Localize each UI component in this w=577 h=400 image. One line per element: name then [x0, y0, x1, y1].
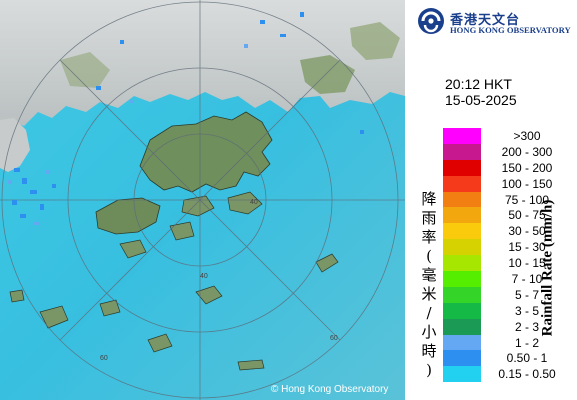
- legend-label: 150 - 200: [501, 160, 553, 175]
- hko-logo-icon: [418, 8, 444, 34]
- logo-chinese-text: 香港天文台: [450, 13, 521, 28]
- legend-label: 7 - 10: [511, 272, 543, 287]
- rainfall-legend: >300 200 - 300 150 - 200 100 - 150 75 - 100 5…: [443, 128, 573, 383]
- island: [119, 239, 147, 259]
- legend-swatch: [443, 128, 481, 144]
- legend-label: 2 - 3: [514, 319, 539, 334]
- mainland-green-patch: [300, 55, 355, 94]
- island: [227, 191, 263, 215]
- island: [39, 305, 69, 329]
- legend-panel: 香港天文台 HONG KONG OBSERVATORY 20:12 HKT 15…: [405, 0, 577, 400]
- legend-swatch: [443, 366, 481, 383]
- island: [99, 299, 121, 317]
- island: [181, 195, 215, 217]
- legend-label: >300: [513, 129, 541, 143]
- ring-labels: 40 40 60 60: [100, 199, 338, 362]
- legend-row: >300: [443, 128, 573, 144]
- island: [315, 253, 339, 273]
- legend-row: 5 - 7: [443, 286, 573, 303]
- legend-swatch: [443, 159, 481, 176]
- island: [169, 221, 195, 241]
- legend-swatch: [443, 302, 481, 319]
- legend-row: 2 - 3: [443, 318, 573, 335]
- western-cloud-area: [0, 118, 30, 172]
- legend-swatch: [443, 318, 481, 335]
- legend-label: 75 - 100: [504, 192, 550, 207]
- legend-title-chinese: 降雨率(毫米 / 小時): [421, 190, 437, 379]
- legend-label: 100 - 150: [501, 176, 553, 191]
- legend-label: 5 - 7: [514, 287, 539, 302]
- legend-label: 15 - 30: [508, 240, 546, 255]
- legend-row: 3 - 5: [443, 302, 573, 319]
- legend-row: 10 - 15: [443, 255, 573, 272]
- mainland-green-patch: [350, 22, 400, 60]
- legend-swatch: [443, 271, 481, 287]
- legend-swatch: [443, 191, 481, 208]
- timestamp-date: 15-05-2025: [445, 92, 517, 108]
- legend-label: 3 - 5: [514, 303, 539, 318]
- legend-row: 0.50 - 1: [443, 350, 573, 367]
- legend-row: 7 - 10: [443, 271, 573, 287]
- island: [237, 359, 265, 371]
- hko-logo: 香港天文台 HONG KONG OBSERVATORY: [417, 7, 577, 37]
- legend-label: 10 - 15: [508, 256, 546, 271]
- ring-label: 40: [200, 273, 208, 280]
- legend-row: 50 - 75: [443, 207, 573, 224]
- legend-row: 100 - 150: [443, 175, 573, 192]
- legend-row: 75 - 100: [443, 191, 573, 208]
- legend-swatch: [443, 255, 481, 272]
- legend-row: 0.15 - 0.50: [443, 366, 573, 383]
- legend-swatch: [443, 175, 481, 192]
- legend-label: 30 - 50: [508, 224, 546, 239]
- logo-english-text: HONG KONG OBSERVATORY: [450, 25, 571, 35]
- radar-map[interactable]: 40 40 60 60 © Hong Kong Observatory: [0, 0, 405, 400]
- radar-map-svg: 40 40 60 60: [0, 0, 405, 400]
- legend-swatch: [443, 350, 481, 367]
- rain-echoes: [12, 12, 364, 218]
- island: [9, 289, 25, 303]
- island: [147, 333, 173, 353]
- ring-label: 60: [330, 335, 338, 342]
- legend-swatch: [443, 223, 481, 240]
- lantau-island: [95, 197, 161, 235]
- timestamp-time: 20:12 HKT: [445, 76, 512, 92]
- legend-row: 150 - 200: [443, 159, 573, 176]
- legend-row: 30 - 50: [443, 223, 573, 240]
- legend-label: 1 - 2: [514, 335, 539, 350]
- mainland-green-patch: [60, 52, 110, 88]
- island: [195, 285, 223, 305]
- legend-swatch: [443, 143, 481, 160]
- legend-swatch: [443, 239, 481, 256]
- legend-swatch: [443, 286, 481, 303]
- legend-label: 50 - 75: [508, 208, 546, 223]
- legend-label: 0.50 - 1: [506, 351, 548, 366]
- range-rings: [0, 0, 405, 400]
- legend-label: 200 - 300: [501, 144, 553, 159]
- legend-swatch: [443, 207, 481, 224]
- hong-kong-land: [139, 111, 273, 193]
- light-rain-echoes: [8, 44, 248, 225]
- legend-row: 1 - 2: [443, 334, 573, 351]
- ring-label: 60: [100, 355, 108, 362]
- legend-row: 200 - 300: [443, 143, 573, 160]
- legend-row: 15 - 30: [443, 239, 573, 256]
- legend-swatch: [443, 334, 481, 351]
- copyright-text: © Hong Kong Observatory: [271, 384, 389, 395]
- legend-label: 0.15 - 0.50: [498, 367, 556, 382]
- ring-label: 40: [250, 199, 258, 206]
